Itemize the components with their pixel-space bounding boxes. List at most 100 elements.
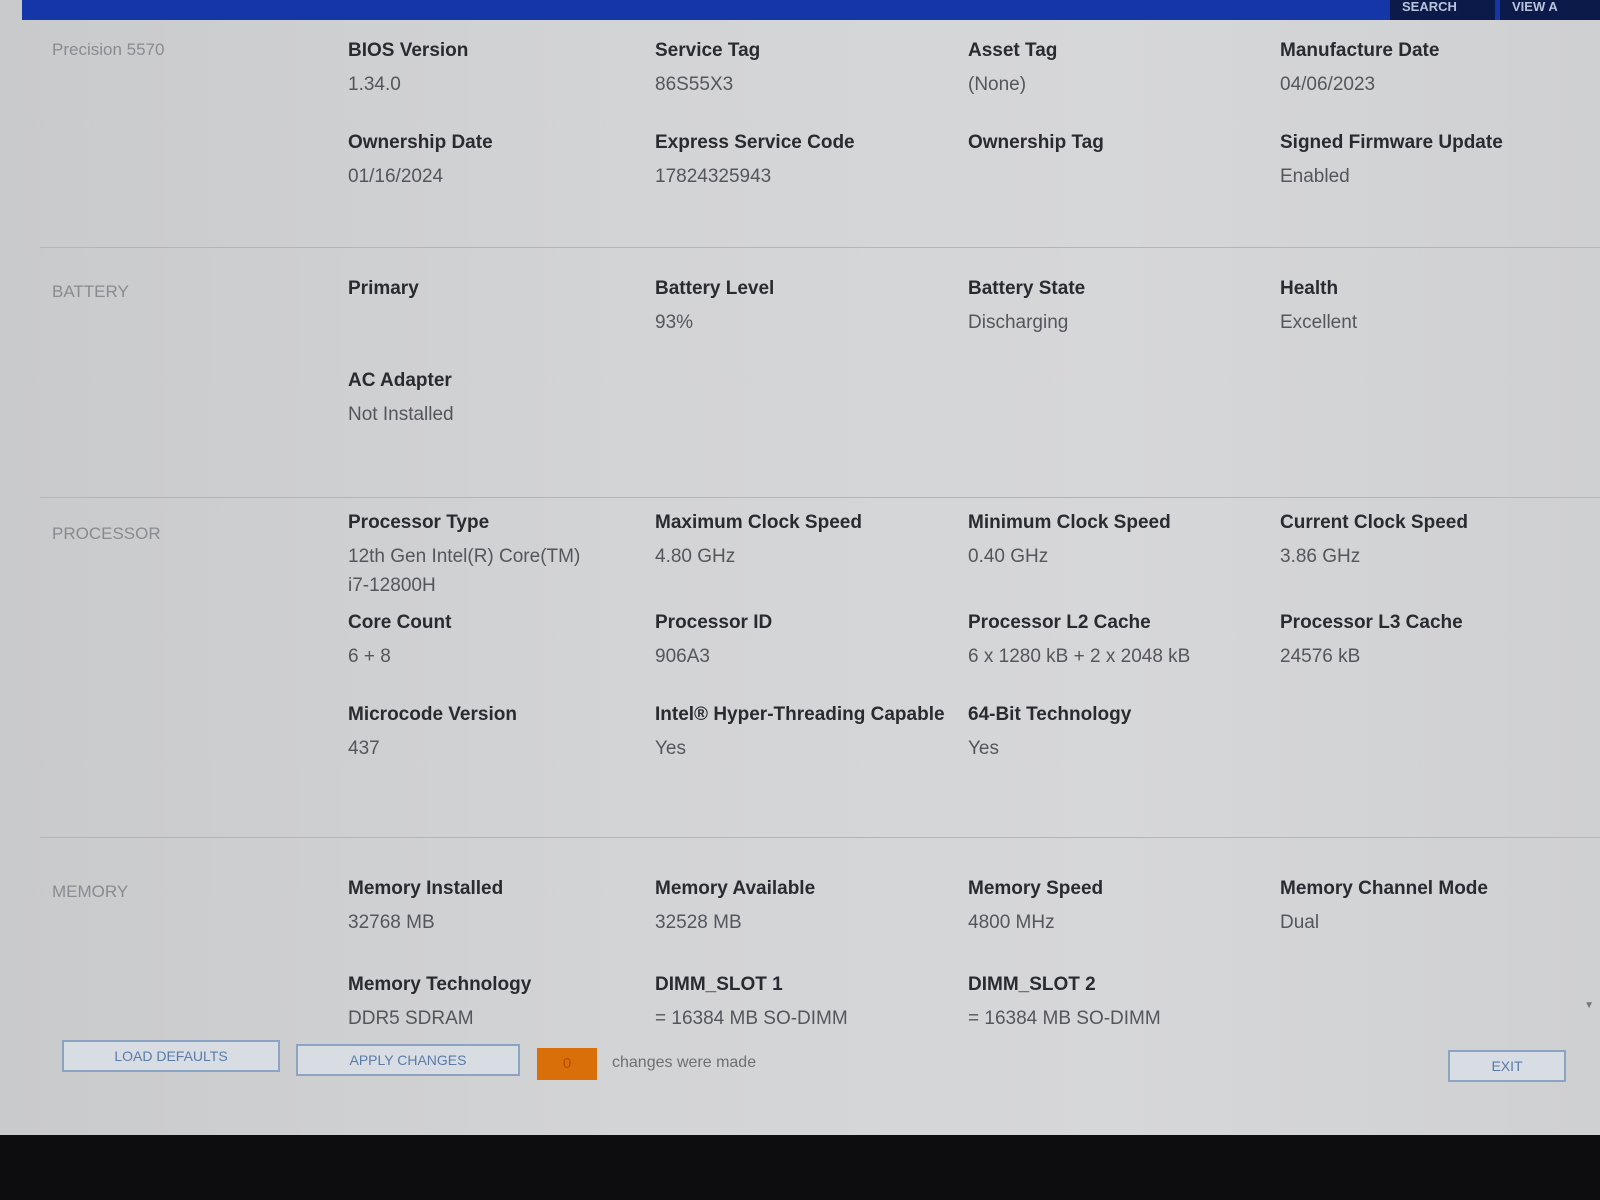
field-signed-firmware-update: Signed Firmware Update Enabled	[1280, 132, 1580, 191]
field-value: 04/06/2023	[1280, 74, 1376, 95]
field-memory-available: Memory Available 32528 MB	[655, 878, 955, 937]
field-value: Not Installed	[348, 404, 454, 425]
section-label: MEMORY	[52, 882, 129, 901]
field-label: Memory Technology	[348, 974, 532, 995]
field-processor-type: Processor Type 12th Gen Intel(R) Core(TM)…	[348, 512, 648, 600]
field-label: Ownership Date	[348, 132, 493, 153]
field-label: Current Clock Speed	[1280, 512, 1468, 533]
field-value: 4800 MHz	[968, 912, 1055, 933]
field-label: Battery Level	[655, 278, 775, 299]
field-64-bit-technology: 64-Bit Technology Yes	[968, 704, 1268, 763]
field-label: Asset Tag	[968, 40, 1058, 61]
field-value: 01/16/2024	[348, 166, 444, 187]
apply-changes-button[interactable]: APPLY CHANGES	[296, 1044, 520, 1076]
field-label: Memory Available	[655, 878, 816, 899]
field-value: = 16384 MB SO-DIMM	[968, 1008, 1161, 1029]
field-value: 6 x 1280 kB + 2 x 2048 kB	[968, 646, 1191, 667]
field-label: Processor L3 Cache	[1280, 612, 1463, 633]
field-core-count: Core Count 6 + 8	[348, 612, 648, 671]
field-value: Excellent	[1280, 312, 1358, 333]
field-minimum-clock-speed: Minimum Clock Speed 0.40 GHz	[968, 512, 1268, 571]
field-label: Minimum Clock Speed	[968, 512, 1171, 533]
field-label: Battery State	[968, 278, 1086, 299]
field-label: DIMM_SLOT 2	[968, 974, 1096, 995]
field-ownership-tag: Ownership Tag	[968, 132, 1268, 162]
field-label: Maximum Clock Speed	[655, 512, 862, 533]
footer-bar: LOAD DEFAULTS APPLY CHANGES 0 changes we…	[40, 1030, 1600, 1100]
field-value: 437	[348, 738, 380, 759]
field-label: Manufacture Date	[1280, 40, 1440, 61]
field-label: Express Service Code	[655, 132, 855, 153]
bios-screen: SEARCH VIEW A Precision 5570 BIOS Version…	[0, 0, 1600, 1135]
changes-text: changes were made	[612, 1054, 757, 1071]
field-label: Core Count	[348, 612, 452, 633]
field-label: Ownership Tag	[968, 132, 1104, 153]
section-label: PROCESSOR	[52, 524, 161, 543]
field-memory-channel-mode: Memory Channel Mode Dual	[1280, 878, 1580, 937]
scroll-down-arrow[interactable]: ▼	[1584, 1000, 1594, 1011]
field-processor-l2-cache: Processor L2 Cache 6 x 1280 kB + 2 x 2048…	[968, 612, 1268, 671]
field-dimm-slot-1: DIMM_SLOT 1 = 16384 MB SO-DIMM	[655, 974, 955, 1033]
view-tab[interactable]: VIEW A	[1500, 0, 1600, 20]
field-bios-version: BIOS Version 1.34.0	[348, 40, 648, 99]
field-battery-state: Battery State Discharging	[968, 278, 1268, 337]
section-processor: PROCESSOR Processor Type 12th Gen Intel(R)…	[40, 498, 1600, 838]
field-label: Processor Type	[348, 512, 490, 533]
field-value: Enabled	[1280, 166, 1350, 187]
field-primary: Primary	[348, 278, 648, 308]
field-label: Memory Channel Mode	[1280, 878, 1488, 899]
field-label: Primary	[348, 278, 419, 299]
top-bar: SEARCH VIEW A	[22, 0, 1600, 20]
field-label: BIOS Version	[348, 40, 469, 61]
field-value: DDR5 SDRAM	[348, 1008, 474, 1029]
field-intel-hyper-threading-capable: Intel® Hyper-Threading Capable Yes	[655, 704, 955, 763]
field-value: 906A3	[655, 646, 710, 667]
field-ownership-date: Ownership Date 01/16/2024	[348, 132, 648, 191]
field-label: Memory Speed	[968, 878, 1104, 899]
field-dimm-slot-2: DIMM_SLOT 2 = 16384 MB SO-DIMM	[968, 974, 1268, 1033]
section-battery: BATTERY Primary Battery Level 93% Battery St…	[40, 250, 1600, 498]
field-value: (None)	[968, 74, 1027, 95]
field-value: 32528 MB	[655, 912, 742, 933]
section-label: Precision 5570	[52, 40, 165, 59]
load-defaults-button[interactable]: LOAD DEFAULTS	[62, 1040, 280, 1072]
field-current-clock-speed: Current Clock Speed 3.86 GHz	[1280, 512, 1580, 571]
field-value: = 16384 MB SO-DIMM	[655, 1008, 848, 1029]
field-value: Yes	[968, 738, 999, 759]
field-label: Microcode Version	[348, 704, 517, 725]
field-value: Dual	[1280, 912, 1320, 933]
field-label: 64-Bit Technology	[968, 704, 1132, 725]
field-manufacture-date: Manufacture Date 04/06/2023	[1280, 40, 1580, 99]
field-value: 93%	[655, 312, 694, 333]
field-maximum-clock-speed: Maximum Clock Speed 4.80 GHz	[655, 512, 955, 571]
field-health: Health Excellent	[1280, 278, 1580, 337]
field-label: Processor ID	[655, 612, 773, 633]
field-value: 17824325943	[655, 166, 772, 187]
field-label: Processor L2 Cache	[968, 612, 1151, 633]
field-value: Yes	[655, 738, 686, 759]
field-value: 4.80 GHz	[655, 546, 736, 567]
field-processor-l3-cache: Processor L3 Cache 24576 kB	[1280, 612, 1580, 671]
exit-button[interactable]: EXIT	[1448, 1050, 1566, 1082]
field-value: 12th Gen Intel(R) Core(TM) i7-12800H	[348, 546, 581, 596]
field-microcode-version: Microcode Version 437	[348, 704, 648, 763]
field-service-tag: Service Tag 86S55X3	[655, 40, 955, 99]
system-info-content: Precision 5570 BIOS Version 1.34.0 Service …	[40, 20, 1600, 1035]
field-memory-speed: Memory Speed 4800 MHz	[968, 878, 1268, 937]
section-label: BATTERY	[52, 282, 129, 301]
field-battery-level: Battery Level 93%	[655, 278, 955, 337]
field-processor-id: Processor ID 906A3	[655, 612, 955, 671]
field-memory-installed: Memory Installed 32768 MB	[348, 878, 648, 937]
field-value: Discharging	[968, 312, 1069, 333]
field-express-service-code: Express Service Code 17824325943	[655, 132, 955, 191]
field-value: 86S55X3	[655, 74, 734, 95]
field-value: 0.40 GHz	[968, 546, 1049, 567]
field-value: 6 + 8	[348, 646, 391, 667]
field-value: 1.34.0	[348, 74, 401, 95]
field-label: AC Adapter	[348, 370, 452, 391]
field-label: Intel® Hyper-Threading Capable	[655, 704, 945, 725]
search-tab[interactable]: SEARCH	[1390, 0, 1495, 20]
field-label: Signed Firmware Update	[1280, 132, 1503, 153]
field-asset-tag: Asset Tag (None)	[968, 40, 1268, 99]
section-precision-5570: Precision 5570 BIOS Version 1.34.0 Service …	[40, 20, 1600, 248]
